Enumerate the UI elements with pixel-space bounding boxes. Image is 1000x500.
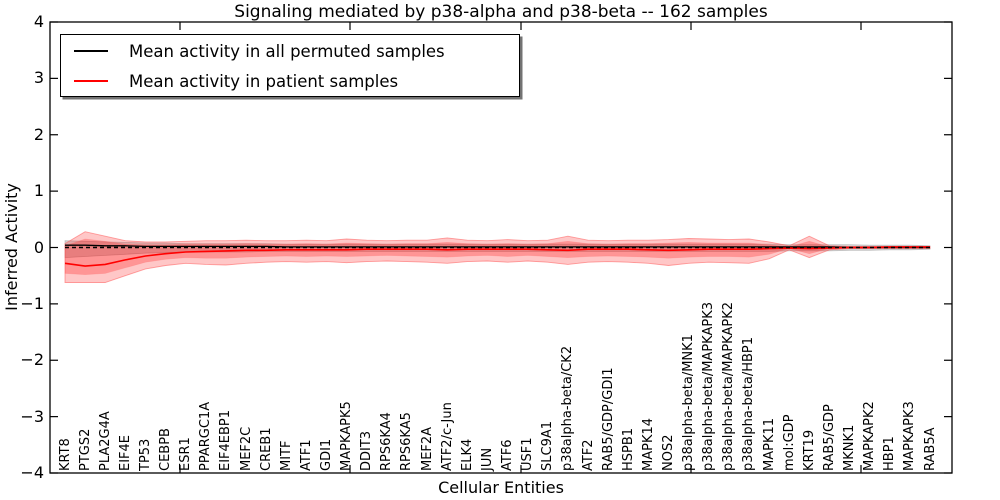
y-tick-label: −1 xyxy=(20,293,44,313)
x-tick-label: PPARGC1A xyxy=(198,401,214,471)
x-tick-label: MAPK14 xyxy=(640,417,656,471)
x-tick-label: RPS6KA5 xyxy=(399,412,415,471)
x-tick-label: USF1 xyxy=(520,437,536,471)
permuted-line-swatch xyxy=(74,50,108,52)
x-axis-label: Cellular Entities xyxy=(438,478,564,497)
x-tick-label: MAPK11 xyxy=(761,417,777,471)
x-tick-label: RAB5A xyxy=(922,427,938,471)
x-tick-label: ELK4 xyxy=(459,438,475,471)
legend: Mean activity in all permuted samples Me… xyxy=(60,34,520,97)
x-tick-label: NOS2 xyxy=(660,434,676,471)
patient-outer-band xyxy=(64,231,931,283)
x-tick-label: RAB5/GDP/GDI1 xyxy=(600,367,616,471)
x-tick-label: MEF2C xyxy=(238,426,254,471)
x-tick-label: PTGS2 xyxy=(77,428,93,471)
x-tick-label: MAPKAPK3 xyxy=(902,401,918,471)
x-tick-label: GDI1 xyxy=(319,438,334,471)
x-tick-label: MEF2A xyxy=(419,426,435,471)
x-tick-label: CEBPB xyxy=(158,428,174,471)
x-tick-label: p38alpha-beta/MAPKAPK3 xyxy=(701,302,717,471)
legend-label-permuted: Mean activity in all permuted samples xyxy=(129,41,445,61)
y-tick-label: 4 xyxy=(33,12,44,31)
x-tick-label: TP53 xyxy=(137,438,153,471)
x-tick-label: ATF6 xyxy=(500,439,516,471)
x-tick-label: RAB5/GDP xyxy=(821,404,837,471)
y-tick-label: 1 xyxy=(33,181,44,201)
y-tick-label: −4 xyxy=(20,463,44,482)
y-tick-label: −2 xyxy=(20,350,44,370)
x-tick-label: MITF xyxy=(278,440,294,471)
x-tick-label: HBP1 xyxy=(882,436,898,471)
legend-label-patient: Mean activity in patient samples xyxy=(129,71,399,91)
x-tick-label: EIF4EBP1 xyxy=(218,409,234,471)
x-tick-label: KRT19 xyxy=(801,429,817,471)
legend-item-permuted: Mean activity in all permuted samples xyxy=(61,36,519,66)
x-tick-label: p38alpha-beta/CK2 xyxy=(560,345,576,471)
x-tick-label: EIF4E xyxy=(117,434,133,471)
permuted-mean-line xyxy=(65,244,930,249)
x-tick-label: MAPKAPK2 xyxy=(862,401,878,471)
x-tick-label: p38alpha-beta/MAPKAPK2 xyxy=(721,302,737,471)
x-tick-label: MKNK1 xyxy=(842,424,858,471)
y-tick-label: −3 xyxy=(20,406,44,426)
x-tick-label: MAPKAPK5 xyxy=(339,401,355,471)
x-tick-label: CREB1 xyxy=(258,427,274,471)
x-tick-label: ATF2/c-Jun xyxy=(439,402,455,471)
x-tick-label: RPS6KA4 xyxy=(379,412,395,471)
x-tick-label: ATF2 xyxy=(580,439,596,471)
patient-mean-line xyxy=(64,246,930,267)
x-tick-label: p38alpha-beta/MNK1 xyxy=(681,334,697,471)
y-tick-label: 3 xyxy=(33,68,44,88)
x-tick-label: SLC9A1 xyxy=(540,420,556,471)
chart-title: Signaling mediated by p38-alpha and p38-… xyxy=(234,2,768,22)
x-tick-label: p38alpha-beta/HBP1 xyxy=(741,336,757,471)
y-tick-label: 2 xyxy=(33,124,44,144)
y-tick-label: 0 xyxy=(33,237,44,257)
x-tick-label: DDIT3 xyxy=(359,430,375,471)
x-tick-label: ESR1 xyxy=(178,437,194,471)
legend-item-patient: Mean activity in patient samples xyxy=(61,66,519,96)
x-tick-label: ATF1 xyxy=(298,439,314,471)
x-tick-label: JUN xyxy=(479,447,495,471)
x-tick-label: PLA2G4A xyxy=(97,411,113,471)
x-tick-label: HSPB1 xyxy=(620,427,636,471)
x-tick-label: mol:GDP xyxy=(781,414,797,471)
x-tick-label: KRT8 xyxy=(57,438,73,471)
patient-line-swatch xyxy=(74,80,108,82)
